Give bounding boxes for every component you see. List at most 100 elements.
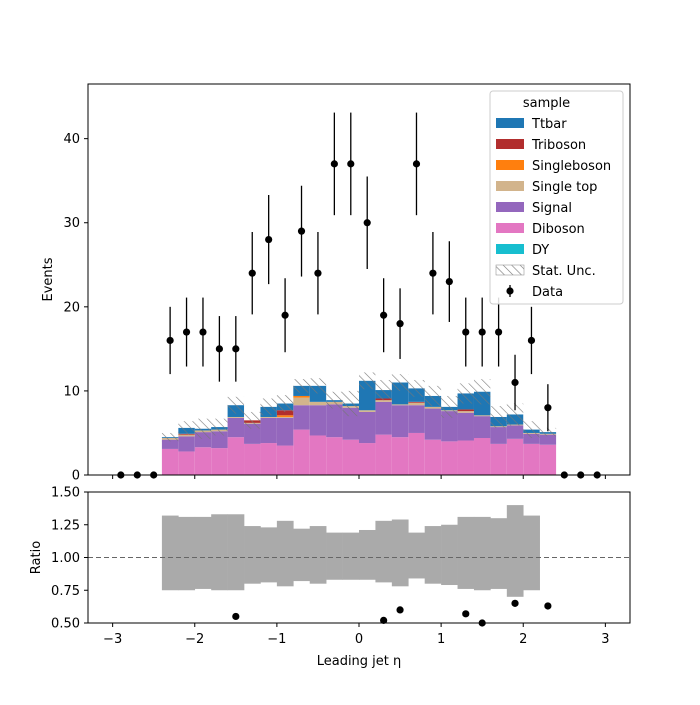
data-point-16: [380, 311, 388, 319]
stat-unc-box-16: [424, 385, 442, 407]
bar-single-top-18: [457, 411, 474, 413]
legend-label-data: Data: [532, 285, 563, 300]
bar-diboson-6: [260, 443, 277, 475]
bar-diboson-7: [276, 445, 294, 475]
bar-diboson-16: [424, 439, 442, 475]
ratio-points-group: [232, 599, 552, 627]
ratio-unc-bar-21: [506, 505, 524, 597]
ratio-unc-bar-10: [326, 532, 343, 580]
bar-diboson-23: [539, 444, 557, 475]
bar-signal-1: [178, 436, 195, 452]
stat-unc-box-8: [293, 379, 310, 393]
stat-unc-box-10: [326, 391, 343, 409]
data-point-19: [429, 269, 437, 277]
ratio-unc-bar-16: [424, 526, 442, 584]
bar-diboson-8: [293, 429, 310, 475]
ratio-unc-bar-12: [359, 529, 376, 580]
bar-diboson-10: [326, 437, 343, 475]
data-point-26: [544, 404, 552, 412]
stat-unc-box-6: [260, 398, 277, 416]
data-point-10: [281, 311, 289, 319]
data-point-5: [199, 328, 207, 336]
legend-label-signal: Signal: [532, 201, 572, 216]
data-point-11: [297, 227, 306, 235]
ratio-unc-bar-19: [473, 516, 491, 591]
stat-unc-box-0: [161, 432, 179, 442]
data-point-23: [495, 328, 503, 336]
legend-swatch-singleboson: [496, 160, 524, 170]
legend-swatch-dy: [496, 244, 524, 254]
ratio-y-tick-label: 1.00: [51, 551, 80, 566]
ratio-point-1: [380, 616, 388, 624]
bar-triboson-18: [457, 409, 474, 412]
bar-singleboson-8: [293, 395, 310, 398]
legend-label-single-top: Single top: [532, 180, 597, 195]
bar-signal-17: [441, 411, 458, 442]
ratio-unc-bar-15: [408, 532, 425, 579]
bar-diboson-5: [244, 443, 261, 475]
stat-unc-box-5: [244, 411, 261, 429]
ratio-unc-band-group: [161, 505, 540, 597]
ratio-unc-bar-22: [523, 515, 540, 591]
stat-unc-box-2: [194, 418, 212, 439]
ratio-unc-bar-13: [375, 520, 393, 583]
bar-signal-6: [260, 417, 277, 444]
ratio-y-axis-label: Ratio: [29, 541, 44, 574]
ratio-unc-bar-1: [178, 516, 196, 591]
ratio-unc-bar-0: [161, 515, 179, 591]
data-point-3: [166, 336, 174, 345]
bar-signal-14: [391, 405, 409, 438]
bar-single-top-4: [227, 416, 245, 418]
bar-diboson-0: [161, 448, 179, 475]
y-tick-label: 0: [72, 469, 80, 484]
ratio-y-tick-label: 0.75: [51, 584, 80, 599]
x-tick-label: −3: [103, 632, 122, 647]
x-tick-label: 1: [437, 632, 445, 647]
bar-diboson-3: [211, 448, 228, 475]
bar-signal-13: [375, 401, 392, 435]
bar-signal-8: [293, 405, 310, 430]
data-points-group: [117, 112, 601, 479]
bar-signal-20: [490, 427, 507, 444]
bar-diboson-21: [506, 438, 524, 475]
bar-signal-21: [506, 425, 524, 439]
bar-signal-23: [539, 434, 557, 445]
bar-triboson-7: [276, 410, 294, 416]
data-point-25: [527, 336, 536, 345]
ratio-unc-bar-5: [244, 526, 261, 584]
y-tick-label: 40: [63, 132, 80, 147]
bar-triboson-15: [408, 401, 425, 403]
ratio-point-5: [511, 599, 519, 607]
x-tick-label: 3: [601, 632, 609, 647]
bar-diboson-15: [408, 432, 425, 475]
stat-unc-box-19: [473, 379, 491, 405]
stat-unc-group: [161, 372, 557, 442]
main-plot-panel: 0 10 20 30 40 Events: [41, 83, 631, 484]
ratio-unc-bar-18: [457, 516, 475, 589]
x-tick-label: 2: [519, 632, 527, 647]
data-point-18: [412, 160, 421, 168]
ratio-y-tick-label: 1.50: [51, 486, 80, 501]
y-tick-label: 20: [63, 300, 80, 315]
stat-unc-box-21: [506, 403, 524, 426]
legend-swatch-diboson: [496, 223, 524, 233]
bar-single-top-1: [178, 434, 195, 437]
bar-single-top-8: [293, 397, 310, 406]
bar-signal-22: [523, 433, 540, 444]
bar-diboson-9: [309, 435, 327, 475]
data-point-17: [396, 320, 404, 328]
bar-diboson-14: [391, 437, 409, 475]
y-axis-label: Events: [41, 257, 56, 301]
x-axis-label: Leading jet η: [317, 654, 402, 669]
ratio-unc-bar-17: [441, 524, 458, 586]
bar-diboson-18: [457, 440, 474, 475]
legend-swatch-data: [506, 287, 514, 295]
legend-label-stat-unc: Stat. Unc.: [532, 264, 596, 279]
bar-signal-16: [424, 408, 442, 440]
bar-diboson-22: [523, 443, 540, 475]
stat-unc-box-18: [457, 383, 474, 404]
bar-signal-0: [161, 439, 179, 449]
bar-signal-15: [408, 405, 425, 433]
data-point-24: [511, 378, 519, 387]
